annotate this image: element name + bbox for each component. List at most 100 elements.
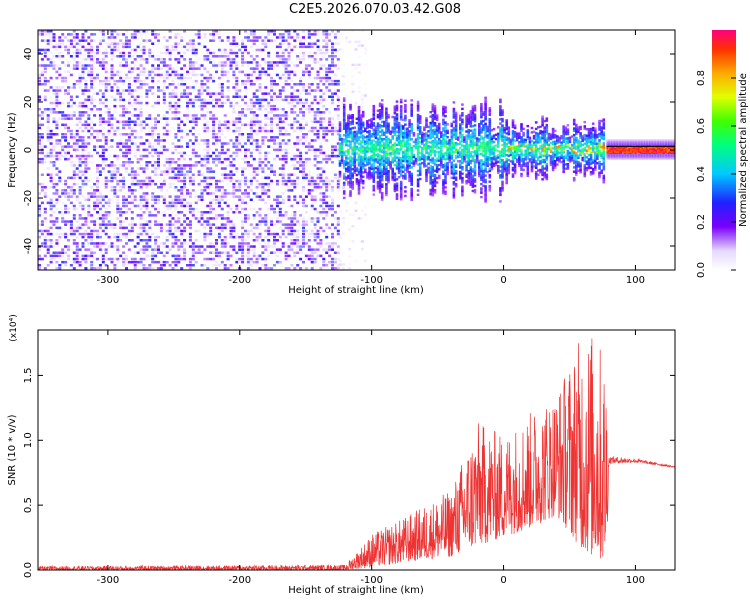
heatmap-cell [275, 98, 279, 102]
heatmap-cell [220, 198, 224, 201]
heatmap-cell [206, 89, 210, 92]
heatmap-cell [290, 179, 294, 183]
heatmap-cell [162, 83, 166, 86]
heatmap-cell [336, 179, 340, 183]
heatmap-cell [370, 143, 373, 147]
heatmap-cell [359, 116, 363, 119]
heatmap-cell [293, 254, 297, 258]
heatmap-cell [376, 174, 380, 177]
heatmap-cell [46, 30, 50, 33]
heatmap-cell [55, 123, 59, 127]
heatmap-cell [293, 251, 297, 254]
heatmap-cell [404, 149, 407, 152]
heatmap-cell [159, 67, 163, 70]
heatmap-cell [351, 30, 355, 32]
heatmap-cell [357, 181, 361, 184]
heatmap-cell [183, 220, 187, 223]
heatmap-cell [148, 151, 152, 155]
heatmap-cell [145, 232, 149, 236]
heatmap-cell [84, 257, 88, 261]
heatmap-cell [197, 161, 201, 164]
heatmap-cell [406, 133, 409, 137]
heatmap-cell [110, 154, 114, 158]
heatmap-cell [273, 198, 276, 201]
heatmap-cell [284, 235, 288, 239]
heatmap-cell [96, 182, 99, 186]
heatmap-cell [319, 186, 323, 189]
heatmap-cell [252, 139, 256, 142]
heatmap-cell [122, 167, 126, 170]
heatmap-cell [351, 240, 355, 243]
heatmap-cell [69, 114, 73, 117]
heatmap-cell [264, 182, 268, 186]
heatmap-cell [119, 254, 123, 258]
heatmap-cell [313, 114, 317, 117]
heatmap-cell [217, 136, 221, 139]
heatmap-cell [49, 214, 53, 217]
heatmap-cell [174, 145, 178, 148]
heatmap-cell [408, 142, 411, 146]
heatmap-cell [188, 114, 192, 117]
heatmap-cell [223, 70, 227, 74]
heatmap-cell [125, 260, 128, 264]
heatmap-cell [416, 184, 420, 188]
heatmap-cell [203, 89, 207, 92]
heatmap-cell [139, 58, 143, 61]
heatmap-cell [61, 36, 65, 39]
heatmap-cell [151, 86, 155, 89]
heatmap-cell [61, 201, 65, 205]
heatmap-cell [162, 98, 166, 102]
heatmap-cell [125, 154, 128, 158]
heatmap-cell [278, 145, 282, 148]
heatmap-cell [361, 123, 365, 127]
heatmap-cell [342, 160, 346, 163]
heatmap-cell [226, 220, 230, 223]
heatmap-cell [399, 189, 403, 192]
heatmap-cell [67, 45, 70, 49]
heatmap-cell [261, 136, 265, 139]
heatmap-cell [162, 182, 166, 186]
heatmap-cell [359, 127, 363, 130]
heatmap-cell [145, 182, 149, 186]
heatmap-cell [209, 217, 213, 220]
heatmap-cell [197, 36, 201, 39]
heatmap-cell [342, 125, 346, 128]
heatmap-cell [151, 129, 155, 133]
heatmap-cell [110, 245, 114, 248]
heatmap-cell [130, 170, 134, 173]
heatmap-cell [148, 129, 152, 133]
heatmap-cell [49, 51, 53, 55]
heatmap-cell [130, 226, 134, 230]
heatmap-cell [226, 120, 230, 123]
heatmap-cell [287, 51, 291, 55]
heatmap-cell [293, 223, 297, 226]
heatmap-cell [67, 39, 70, 42]
heatmap-cell [385, 172, 388, 175]
heatmap-cell [188, 101, 192, 105]
heatmap-cell [296, 120, 300, 123]
heatmap-cell [223, 195, 227, 198]
heatmap-cell [220, 51, 224, 55]
heatmap-cell [46, 120, 50, 123]
heatmap-cell [200, 264, 204, 267]
heatmap-cell [93, 189, 97, 192]
heatmap-cell [273, 83, 276, 86]
heatmap-cell [281, 229, 285, 233]
heatmap-cell [119, 98, 123, 102]
heatmap-cell [322, 98, 326, 102]
heatmap-cell [139, 157, 143, 161]
heatmap-cell [290, 92, 294, 95]
heatmap-cell [387, 131, 390, 134]
heatmap-cell [188, 201, 192, 205]
heatmap-cell [72, 45, 76, 49]
heatmap-cell [67, 92, 70, 95]
heatmap-cell [72, 55, 76, 58]
heatmap-cell [130, 179, 134, 183]
heatmap-cell [310, 101, 314, 105]
heatmap-cell [374, 140, 378, 144]
heatmap-cell [302, 229, 305, 233]
heatmap-cell [84, 176, 88, 180]
heatmap-cell [342, 114, 346, 117]
heatmap-cell [75, 42, 79, 45]
heatmap-cell [38, 248, 41, 251]
